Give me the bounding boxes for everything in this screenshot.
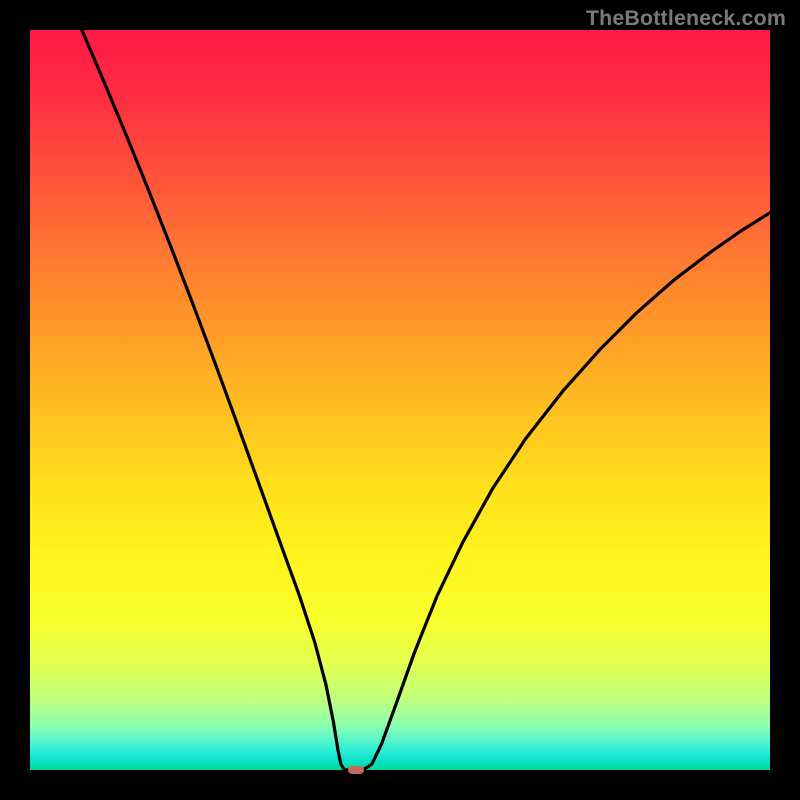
watermark-text: TheBottleneck.com: [586, 6, 786, 31]
chart-container: TheBottleneck.com: [0, 0, 800, 800]
plot-area: [30, 30, 770, 770]
optimum-marker: [348, 766, 364, 774]
bottleneck-curve: [30, 30, 770, 770]
